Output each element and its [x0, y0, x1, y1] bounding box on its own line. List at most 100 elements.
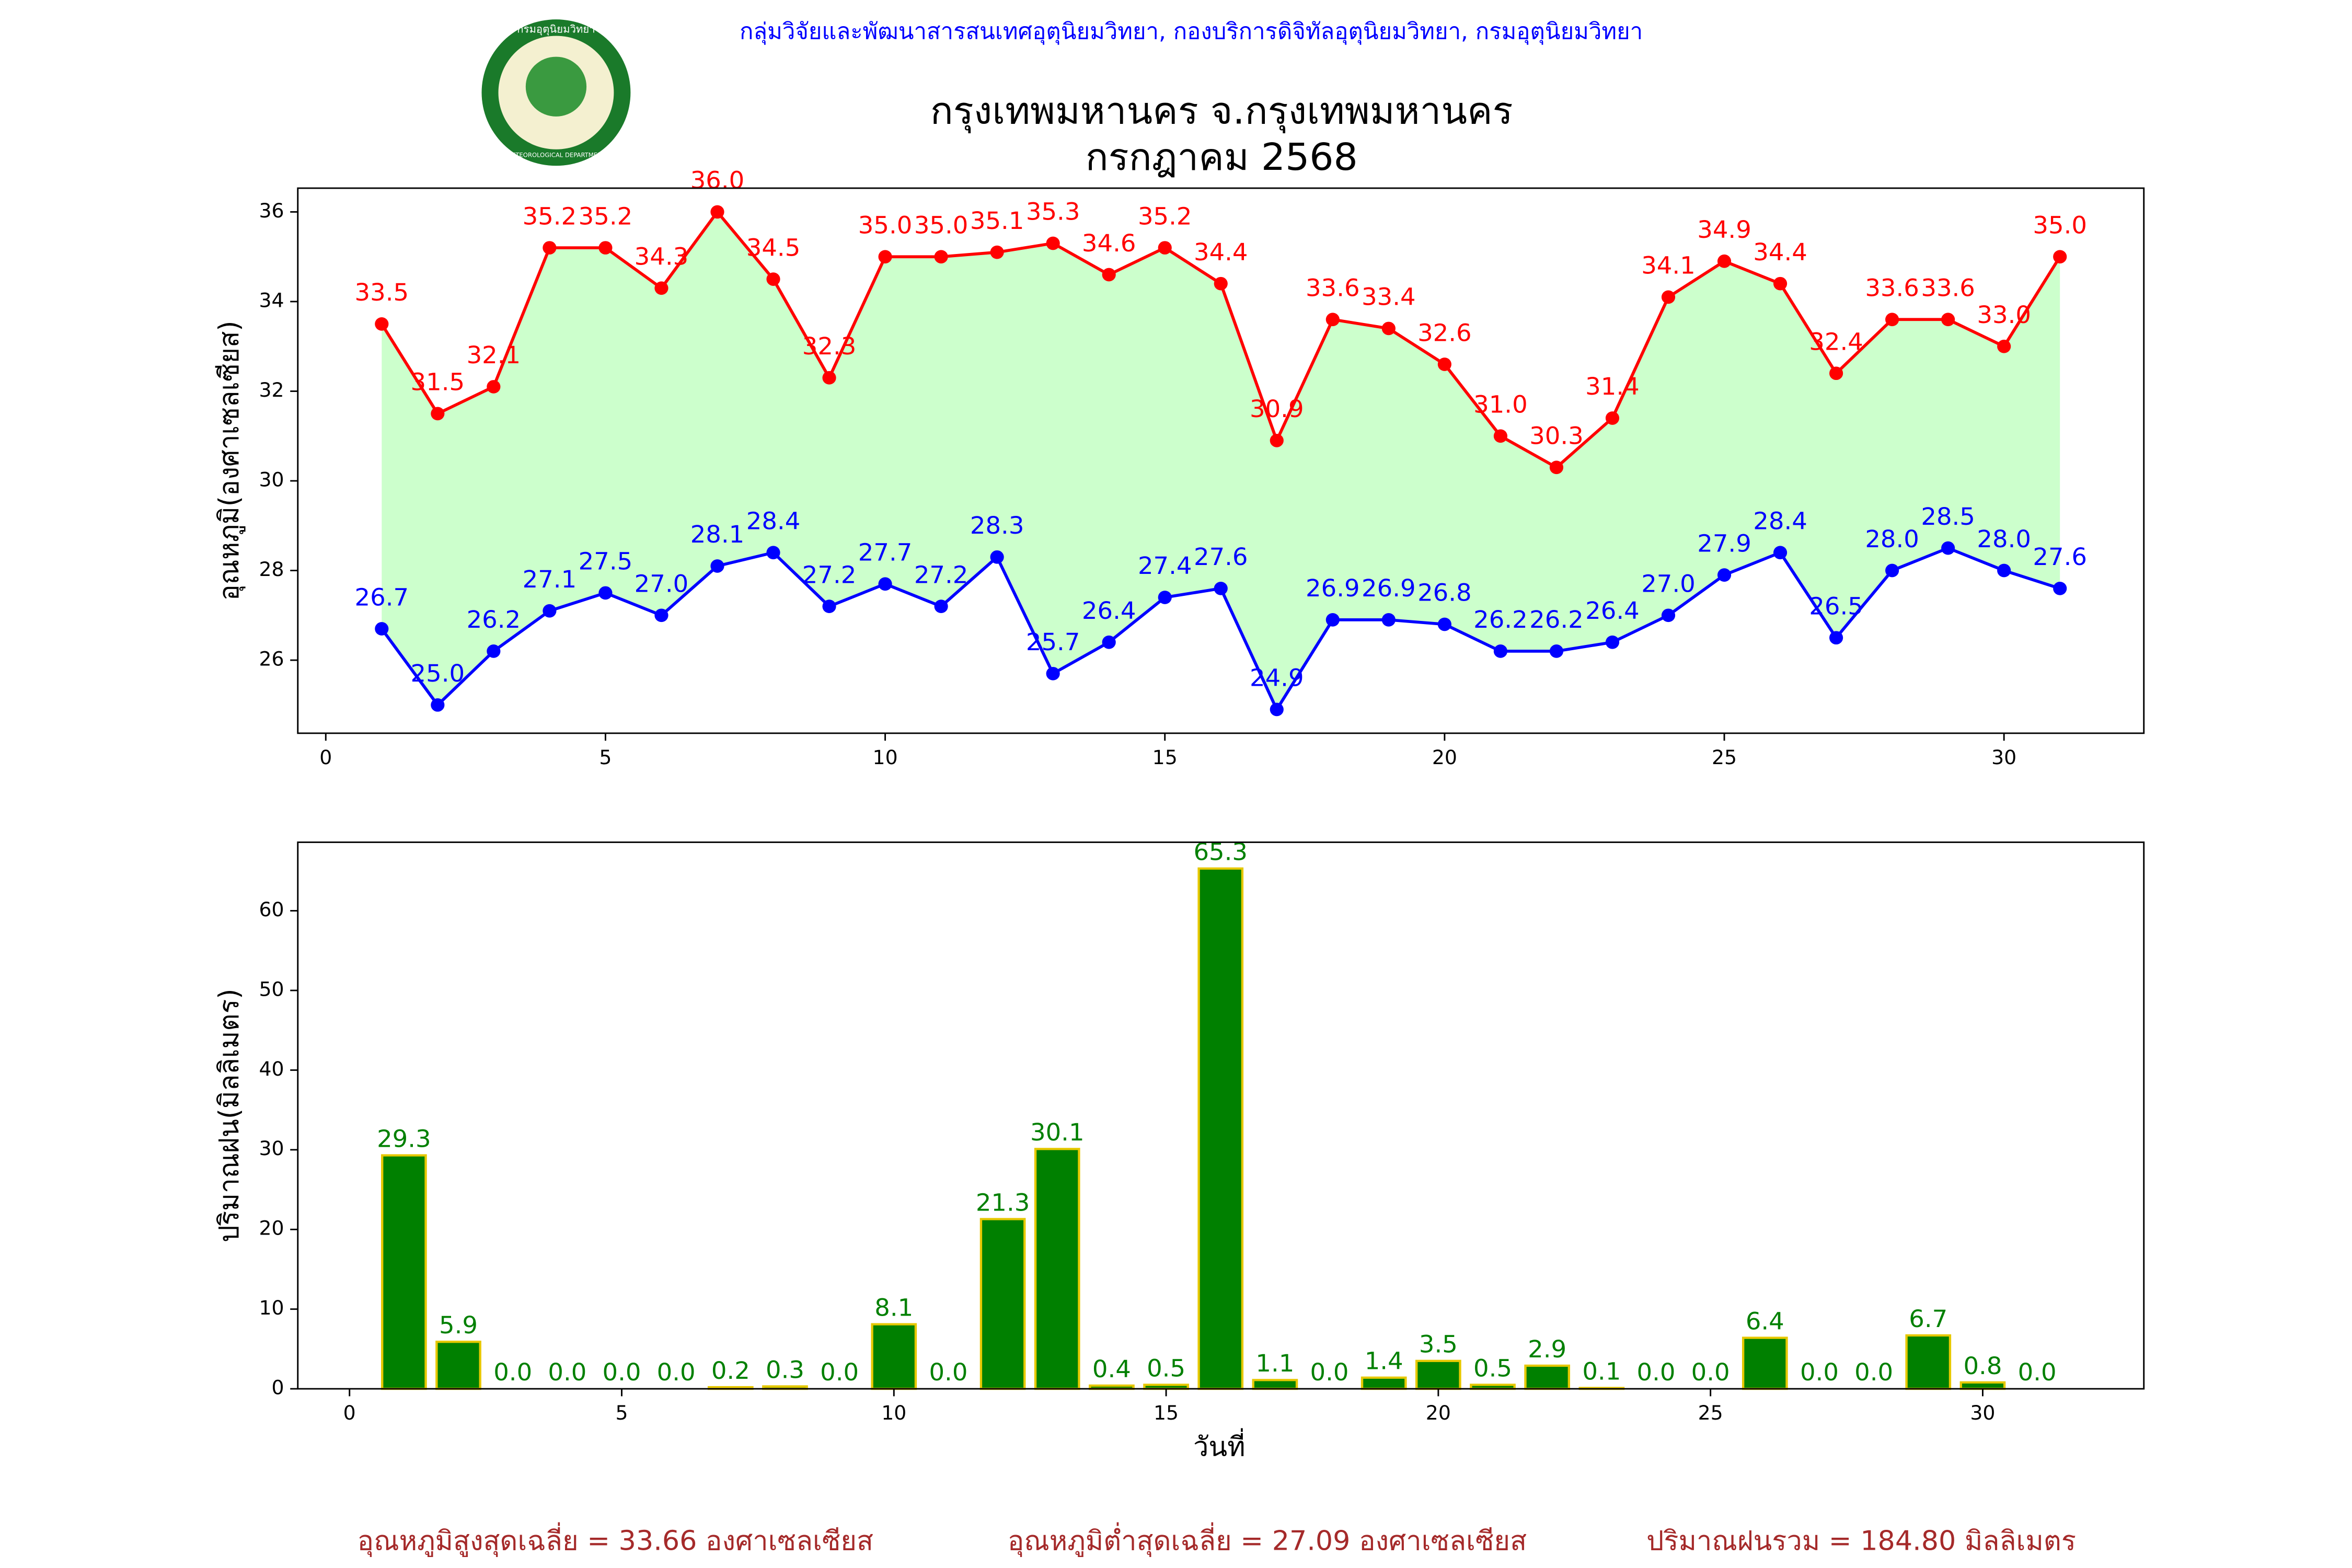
data-label: 34.5: [746, 234, 801, 262]
x-tick-label: 0: [319, 746, 332, 769]
y-tick-label: 30: [259, 1137, 284, 1160]
data-label: 27.6: [2033, 543, 2087, 571]
data-label: 0.0: [929, 1358, 967, 1386]
data-label: 28.0: [1865, 525, 1919, 553]
data-label: 30.9: [1250, 395, 1304, 423]
point: [598, 241, 613, 255]
point: [934, 599, 948, 614]
x-axis-label: วันที่: [1193, 1428, 1246, 1462]
point: [1493, 429, 1507, 443]
data-label: 32.1: [467, 341, 521, 370]
data-label: 24.9: [1250, 664, 1304, 692]
data-label: 0.1: [1582, 1357, 1621, 1386]
data-label: 35.0: [914, 211, 969, 239]
data-label: 33.6: [1865, 274, 1919, 302]
data-label: 27.6: [1194, 543, 1248, 571]
data-label: 35.2: [1138, 202, 1192, 230]
point: [1941, 541, 1955, 555]
point: [1270, 702, 1284, 717]
data-label: 35.1: [970, 206, 1024, 235]
x-tick-label: 30: [1991, 746, 2016, 769]
point: [1829, 366, 1843, 381]
y-tick-label: 30: [259, 468, 284, 491]
y-tick-label: 60: [259, 898, 284, 921]
data-label: 0.4: [1092, 1355, 1131, 1383]
y-tick-label: 40: [259, 1057, 284, 1080]
data-label: 27.2: [914, 561, 969, 589]
point: [1046, 236, 1060, 250]
point: [1605, 635, 1620, 649]
data-label: 33.0: [1977, 301, 2031, 329]
data-label: 28.0: [1977, 525, 2031, 553]
data-label: 26.9: [1306, 574, 1360, 603]
point: [1885, 313, 1899, 327]
data-label: 33.5: [355, 278, 409, 306]
data-label: 26.2: [1473, 606, 1528, 634]
point: [1997, 339, 2011, 353]
data-label: 0.8: [1963, 1352, 2002, 1380]
x-tick-label: 15: [1154, 1401, 1179, 1424]
point: [878, 250, 892, 264]
data-label: 35.2: [579, 202, 633, 230]
point: [1773, 546, 1788, 560]
point: [654, 608, 668, 622]
point: [990, 245, 1004, 259]
data-label: 26.4: [1585, 596, 1640, 625]
data-label: 0.3: [766, 1356, 804, 1384]
data-label: 26.9: [1362, 574, 1416, 603]
data-label: 26.7: [355, 583, 409, 612]
data-label: 35.3: [1026, 198, 1080, 226]
data-label: 1.4: [1365, 1347, 1403, 1375]
x-tick-label: 15: [1152, 746, 1178, 769]
range-fill: [382, 212, 2060, 710]
plot-frame: [297, 187, 2145, 734]
point: [934, 250, 948, 264]
point: [1381, 321, 1396, 336]
data-label: 0.2: [711, 1356, 750, 1385]
data-label: 34.3: [635, 243, 689, 271]
point: [1214, 276, 1228, 291]
bar: [1252, 1379, 1298, 1390]
y-tick-label: 50: [259, 978, 284, 1001]
x-tick-label: 10: [881, 1401, 906, 1424]
point: [1661, 608, 1676, 622]
data-label: 28.5: [1921, 502, 1975, 531]
data-label: 0.0: [657, 1358, 696, 1386]
point: [1214, 581, 1228, 595]
point: [1549, 460, 1564, 475]
y-axis-label: ปริมาณฝน(มิลลิเมตร): [214, 989, 246, 1242]
data-label: 27.9: [1697, 529, 1751, 558]
data-label: 27.4: [1138, 552, 1192, 580]
data-label: 35.2: [523, 202, 577, 230]
data-label: 0.0: [2018, 1358, 2057, 1386]
point: [598, 586, 613, 600]
data-label: 36.0: [690, 166, 745, 194]
plot-frame: [297, 841, 2145, 1390]
data-label: 26.8: [1417, 579, 1472, 607]
x-tick-label: 30: [1970, 1401, 1995, 1424]
data-label: 27.5: [579, 547, 633, 575]
data-label: 28.3: [970, 511, 1024, 539]
data-label: 1.1: [1255, 1350, 1294, 1378]
footer-stat: อุณหภูมิต่ำสุดเฉลี่ย = 27.09 องศาเซลเซีย…: [1008, 1522, 1527, 1557]
data-label: 0.0: [1637, 1358, 1676, 1386]
point: [1549, 644, 1564, 658]
point: [487, 644, 501, 658]
logo-figure: [525, 56, 587, 117]
data-label: 6.4: [1746, 1307, 1784, 1335]
point: [375, 622, 389, 636]
x-tick-label: 20: [1432, 746, 1457, 769]
data-label: 26.2: [1529, 606, 1584, 634]
data-label: 0.0: [548, 1358, 586, 1386]
logo-bottom-text: METEOROLOGICAL DEPARTMENT: [506, 152, 606, 159]
data-label: 21.3: [976, 1189, 1030, 1217]
point: [710, 205, 724, 219]
data-label: 26.2: [467, 606, 521, 634]
data-label: 0.5: [1147, 1354, 1185, 1382]
data-label: 34.4: [1753, 238, 1807, 266]
data-label: 32.4: [1809, 328, 1863, 356]
point: [1158, 241, 1172, 255]
data-label: 25.7: [1026, 628, 1080, 656]
bar: [1361, 1376, 1407, 1390]
data-label: 34.6: [1082, 229, 1136, 257]
